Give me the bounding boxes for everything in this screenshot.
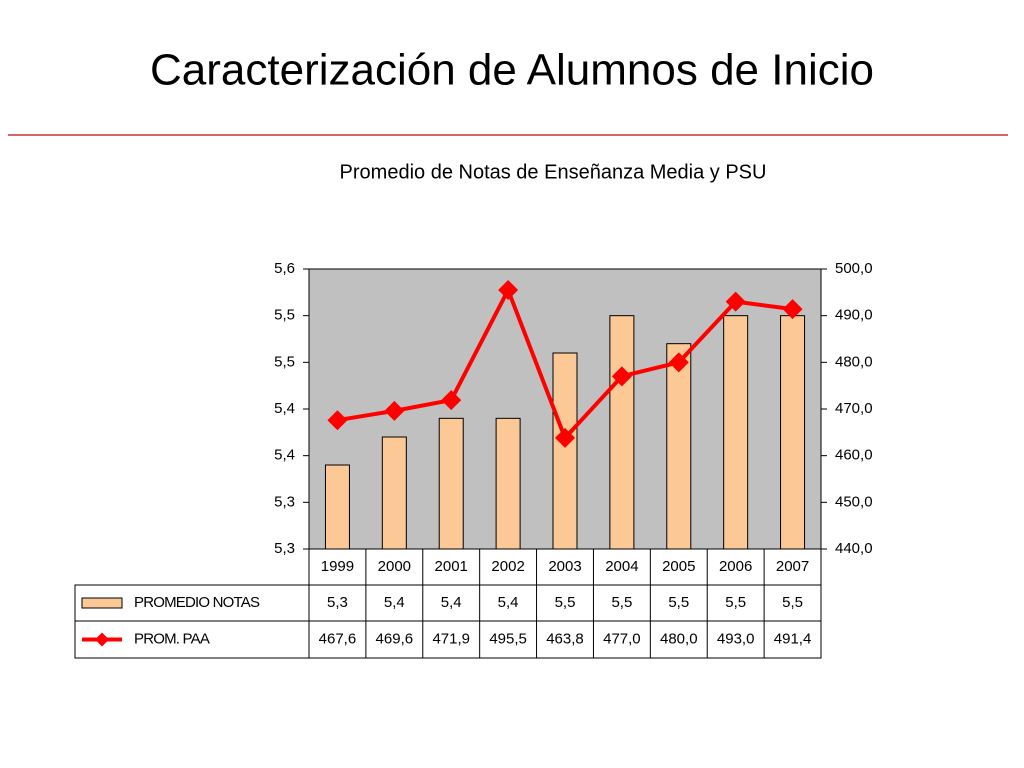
marker xyxy=(327,410,348,431)
legend-swatch xyxy=(81,597,123,609)
marker xyxy=(441,390,462,411)
bar xyxy=(495,417,521,550)
data-label: 5,5 xyxy=(555,594,576,611)
y-tick-label: 5,6 xyxy=(274,260,295,277)
data-label: 5,5 xyxy=(668,594,689,611)
data-label: 477,0 xyxy=(603,630,641,647)
data-label: 480,0 xyxy=(660,630,698,647)
y2-tick-label: 470,0 xyxy=(835,400,873,417)
data-label: 493,0 xyxy=(717,630,755,647)
chart-title: Promedio de Notas de Enseñanza Media y P… xyxy=(340,161,767,183)
y-tick-label: 5,5 xyxy=(274,353,295,370)
y-tick-label: 5,5 xyxy=(274,307,295,324)
marker xyxy=(498,280,519,300)
legend-label: PROMEDIO NOTAS xyxy=(134,594,260,611)
legend-label: PROM. PAA xyxy=(134,630,210,647)
y2-tick-label: 440,0 xyxy=(835,540,873,557)
data-label: 491,4 xyxy=(774,630,812,647)
legend-marker xyxy=(95,632,109,647)
x-tick-label: 2003 xyxy=(548,558,581,575)
bar xyxy=(324,464,350,550)
data-label: 5,3 xyxy=(327,594,348,611)
bar xyxy=(723,315,749,550)
x-tick-label: 2007 xyxy=(776,558,809,575)
slide-title: Caracterización de Alumnos de Inicio xyxy=(150,46,874,95)
data-label: 469,6 xyxy=(376,630,414,647)
data-label: 5,4 xyxy=(498,594,519,611)
marker xyxy=(782,299,803,320)
data-label: 5,5 xyxy=(725,594,746,611)
data-label: 471,9 xyxy=(432,630,470,647)
y-tick-label: 5,3 xyxy=(274,540,295,557)
y-tick-label: 5,4 xyxy=(274,400,295,417)
bar xyxy=(780,315,806,550)
bar xyxy=(381,436,407,550)
bar xyxy=(609,315,635,550)
y2-tick-label: 490,0 xyxy=(835,307,873,324)
bar xyxy=(552,352,578,550)
data-label: 467,6 xyxy=(319,630,357,647)
y2-tick-label: 480,0 xyxy=(835,353,873,370)
y2-tick-label: 460,0 xyxy=(835,447,873,464)
x-tick-label: 2005 xyxy=(662,558,695,575)
x-tick-label: 2002 xyxy=(491,558,524,575)
bar xyxy=(666,343,692,550)
data-label: 495,5 xyxy=(489,630,527,647)
marker xyxy=(668,352,689,373)
x-tick-label: 2004 xyxy=(605,558,638,575)
y-tick-label: 5,4 xyxy=(274,447,295,464)
data-label: 5,5 xyxy=(782,594,803,611)
bar xyxy=(438,417,464,550)
data-label: 5,5 xyxy=(611,594,632,611)
y-tick-label: 5,3 xyxy=(274,493,295,510)
marker xyxy=(725,291,746,312)
marker xyxy=(384,400,405,421)
marker xyxy=(555,427,575,448)
data-label: 5,4 xyxy=(441,594,462,611)
y2-tick-label: 500,0 xyxy=(835,260,873,277)
x-tick-label: 1999 xyxy=(321,558,354,575)
x-tick-label: 2006 xyxy=(719,558,752,575)
data-label: 5,4 xyxy=(384,594,405,611)
x-tick-label: 2000 xyxy=(378,558,411,575)
y2-tick-label: 450,0 xyxy=(835,493,873,510)
x-tick-label: 2001 xyxy=(435,558,468,575)
data-label: 463,8 xyxy=(546,630,584,647)
marker xyxy=(611,366,632,387)
